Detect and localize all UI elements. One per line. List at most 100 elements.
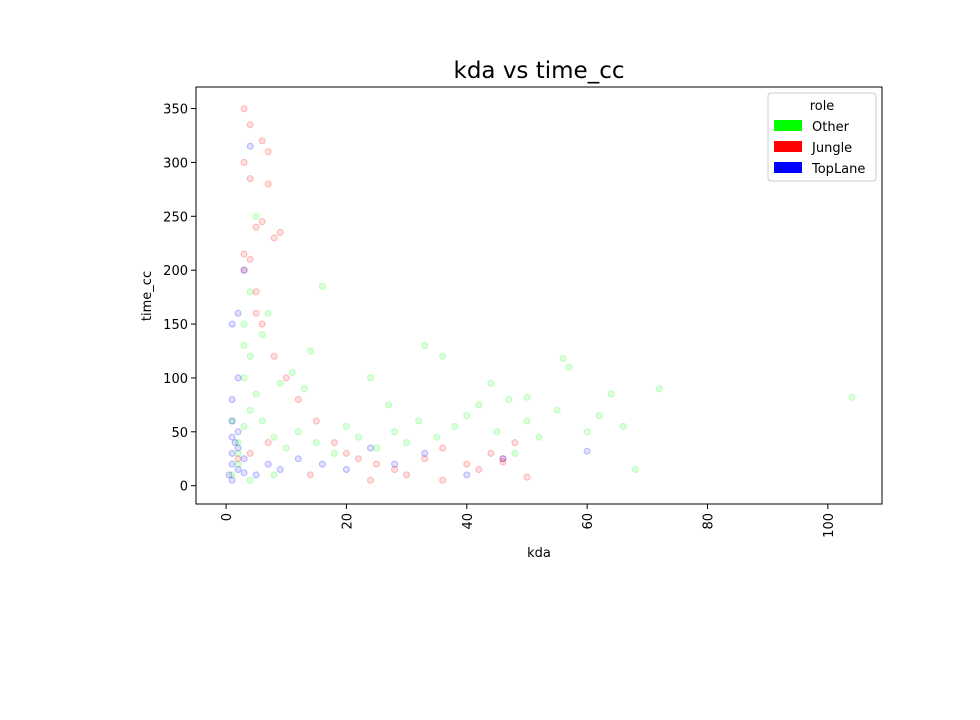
y-tick-label-2: 100 <box>163 372 188 387</box>
point-jungle-37 <box>246 449 254 457</box>
point-toplane-2 <box>228 449 236 457</box>
point-other-37 <box>246 288 254 296</box>
point-other-4 <box>240 374 248 382</box>
point-jungle-28 <box>439 444 447 452</box>
chart-title: kda vs time_cc <box>454 58 625 84</box>
point-other-5 <box>246 352 254 360</box>
point-other-10 <box>294 428 302 436</box>
y-tick-label-1: 50 <box>171 426 188 441</box>
point-toplane-28 <box>228 433 236 441</box>
point-other-15 <box>373 444 380 452</box>
point-other-0 <box>234 439 242 447</box>
point-other-52 <box>439 352 447 360</box>
point-jungle-5 <box>264 148 272 156</box>
point-toplane-25 <box>499 455 507 463</box>
point-other-14 <box>355 433 362 441</box>
x-tick-label-3: 60 <box>581 513 596 530</box>
point-jungle-36 <box>234 455 242 463</box>
point-other-18 <box>415 417 423 425</box>
legend-swatch-toplane <box>774 162 802 173</box>
point-jungle-0 <box>240 105 248 113</box>
point-other-36 <box>240 320 248 328</box>
point-toplane-17 <box>276 466 284 473</box>
x-tick-label-5: 100 <box>822 513 837 538</box>
legend-label-other: Other <box>812 120 850 135</box>
point-toplane-8 <box>228 320 236 328</box>
point-other-17 <box>403 439 411 447</box>
point-jungle-6 <box>264 180 272 188</box>
point-toplane-21 <box>367 444 374 452</box>
point-other-9 <box>282 444 290 452</box>
y-tick-label-5: 250 <box>163 210 188 225</box>
point-jungle-14 <box>240 250 248 258</box>
point-other-1 <box>240 422 248 430</box>
point-toplane-3 <box>231 439 239 447</box>
point-jungle-1 <box>246 121 254 129</box>
x-axis-ticks: 0 20 40 60 80 100 <box>220 504 837 538</box>
point-other-55 <box>523 393 531 401</box>
point-other-49 <box>367 374 374 382</box>
point-toplane-15 <box>252 471 260 479</box>
point-other-41 <box>264 309 272 317</box>
point-jungle-25 <box>391 466 399 473</box>
legend-title: role <box>810 99 835 114</box>
point-jungle-27 <box>421 455 429 463</box>
point-toplane-10 <box>240 266 248 274</box>
point-toplane-12 <box>228 476 236 484</box>
point-other-28 <box>565 363 573 371</box>
point-other-3 <box>252 390 260 398</box>
point-other-45 <box>288 369 296 376</box>
point-other-22 <box>475 401 483 409</box>
point-other-13 <box>342 422 350 430</box>
point-other-56 <box>559 355 567 362</box>
point-other-33 <box>631 466 639 473</box>
point-other-24 <box>505 396 513 403</box>
point-jungle-7 <box>252 223 260 231</box>
point-other-47 <box>318 282 326 290</box>
point-jungle-29 <box>463 460 471 468</box>
x-tick-label-1: 20 <box>340 513 355 530</box>
point-toplane-11 <box>246 142 254 150</box>
legend-label-jungle: Jungle <box>811 141 852 156</box>
point-toplane-24 <box>463 471 471 479</box>
point-other-16 <box>391 428 399 436</box>
point-other-44 <box>276 379 284 387</box>
point-jungle-15 <box>252 309 260 317</box>
legend-box <box>767 92 877 182</box>
scatter-points <box>225 105 856 484</box>
point-toplane-16 <box>264 460 272 468</box>
point-other-23 <box>493 428 501 436</box>
point-other-31 <box>607 390 615 398</box>
point-other-25 <box>523 417 531 425</box>
y-tick-label-7: 350 <box>163 103 188 118</box>
y-axis-label: time_cc <box>140 271 155 321</box>
point-other-59 <box>228 417 236 425</box>
point-other-57 <box>246 476 254 484</box>
point-jungle-3 <box>246 175 254 183</box>
point-toplane-7 <box>234 374 242 382</box>
point-other-51 <box>421 342 429 350</box>
y-tick-label-6: 300 <box>163 156 188 171</box>
point-toplane-6 <box>228 396 236 403</box>
y-tick-label-4: 200 <box>163 264 188 279</box>
point-toplane-9 <box>234 309 242 317</box>
point-other-54 <box>511 449 519 457</box>
point-other-58 <box>270 471 278 479</box>
point-jungle-19 <box>294 396 302 403</box>
point-toplane-20 <box>342 466 350 473</box>
point-other-48 <box>300 385 308 393</box>
y-tick-label-3: 150 <box>163 318 188 333</box>
plot-area-frame <box>195 86 883 505</box>
point-jungle-32 <box>499 455 507 463</box>
point-toplane-13 <box>234 466 242 473</box>
point-toplane-22 <box>391 460 399 468</box>
x-tick-label-0: 0 <box>220 513 235 521</box>
point-other-26 <box>535 433 543 441</box>
y-tick-label-0: 0 <box>180 480 188 495</box>
point-other-32 <box>619 422 627 430</box>
x-tick-label-4: 80 <box>701 513 716 530</box>
point-jungle-41 <box>439 476 447 484</box>
point-other-11 <box>312 439 320 447</box>
point-toplane-19 <box>318 460 326 468</box>
